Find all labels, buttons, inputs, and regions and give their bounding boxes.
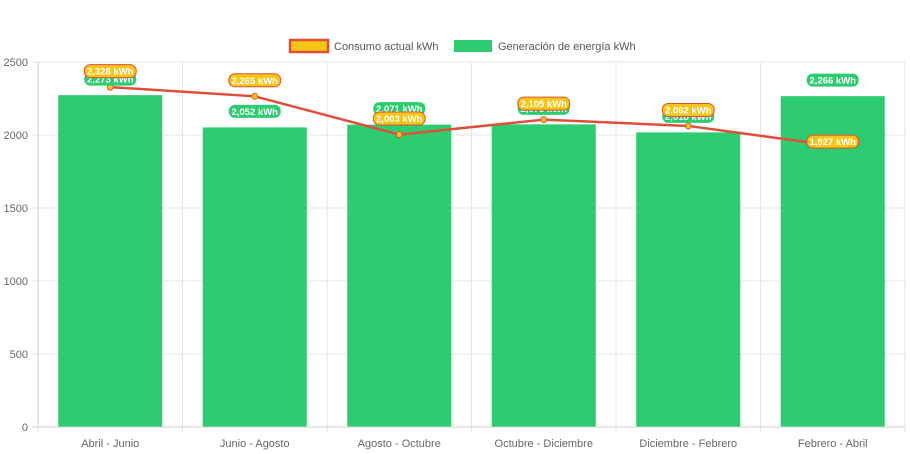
y-tick-label: 1500 — [4, 203, 28, 215]
bar — [491, 124, 596, 427]
x-tick-label: Agosto - Octubre — [358, 438, 441, 450]
legend-label-generation: Generación de energía kWh — [498, 41, 636, 53]
y-tick-label: 2500 — [4, 57, 28, 69]
line-data-label: 1,927 kWh — [810, 137, 857, 148]
line-data-label: 2,265 kWh — [232, 76, 279, 87]
x-tick-label: Junio - Agosto — [220, 438, 290, 450]
legend-swatch-consumption — [288, 38, 330, 54]
line-point — [395, 131, 403, 139]
x-tick-label: Abril - Junio — [81, 438, 139, 450]
bar-data-label: 2,018 kWh — [665, 112, 712, 123]
bar — [636, 132, 741, 427]
line-data-label-bg — [661, 102, 715, 117]
y-tick-label: 500 — [10, 349, 28, 361]
bar-data-label: 2,052 kWh — [232, 107, 279, 118]
x-tick-label: Octubre - Diciembre — [495, 438, 593, 450]
line-data-label-bg — [517, 96, 571, 111]
bar-data-label-bg — [806, 73, 859, 87]
line-point — [684, 122, 692, 130]
y-tick-label: 0 — [22, 422, 28, 434]
bar — [202, 127, 307, 428]
bar-data-label: 2,266 kWh — [810, 76, 857, 87]
line-point — [540, 116, 548, 124]
y-tick-label: 1000 — [4, 276, 28, 288]
y-tick-label: 2000 — [4, 130, 28, 142]
bar — [780, 96, 885, 427]
line-point — [251, 92, 259, 100]
line-series — [106, 83, 837, 150]
line-data-label-bg — [228, 73, 282, 88]
grid-lines — [32, 61, 906, 433]
x-tick-label: Febrero - Abril — [798, 438, 868, 450]
x-tick-label: Diciembre - Febrero — [639, 438, 737, 450]
line-data-label: 2,003 kWh — [376, 114, 423, 125]
legend-label-consumption: Consumo actual kWh — [334, 41, 439, 53]
bar-data-label-bg — [228, 104, 281, 118]
legend-swatch-generation — [454, 40, 492, 52]
line-data-label-bg — [83, 64, 137, 79]
bar-data-label: 2,273 kWh — [87, 75, 134, 86]
line-data-label-bg — [806, 134, 860, 149]
bar — [347, 124, 452, 427]
line-data-label: 2,105 kWh — [521, 99, 568, 110]
line-data-label-bg — [372, 111, 426, 126]
line-data-label: 2,328 kWh — [87, 67, 134, 78]
legend: Consumo actual kWh Generación de energía … — [288, 38, 636, 54]
axes: 0 500 1000 1500 2000 2500 Abril - Junio Junio -… — [4, 57, 905, 450]
consumption-line — [110, 85, 833, 147]
line-data-label: 2,062 kWh — [665, 105, 712, 116]
bar — [58, 95, 163, 427]
bar-data-label: 2,071 kWh — [376, 104, 423, 115]
bar-series — [58, 95, 885, 428]
